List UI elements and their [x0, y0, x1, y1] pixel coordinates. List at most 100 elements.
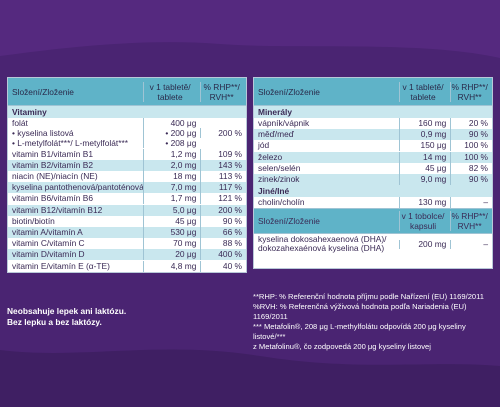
table-row: niacin (NE)/niacín (NE) 18 mg 113 % [8, 171, 246, 183]
table-row: vitamin A/vitamín A 530 μg 66 % [8, 226, 246, 239]
table-row: vitamin B2/vitamín B2 2,0 mg 143 % [8, 159, 246, 171]
nutrient-rhp: 90 % [450, 129, 492, 141]
nutrient-name: cholin/cholín [258, 197, 305, 208]
header-composition: Složení/Zloženie [12, 86, 74, 97]
nutrient-name: • kyselina listová [12, 128, 74, 139]
header-rhp: % RHP**/ RVH** [200, 81, 246, 102]
nutrient-amount: • 200 μg [142, 128, 201, 139]
table-row: měď/meď 0,9 mg 90 % [254, 129, 492, 141]
nutrient-rhp: 117 % [200, 182, 246, 194]
table-header: Složení/Zloženie v 1 tabletě/ tablete % … [254, 78, 492, 106]
table-row: selen/selén 45 μg 82 % [254, 162, 492, 174]
nutrient-rhp: 200 % [200, 128, 246, 139]
nutrient-rhp: 121 % [200, 193, 246, 205]
nutrient-rhp: 100 % [450, 151, 492, 163]
section-vitamins: Vitaminy [8, 106, 246, 118]
nutrient-name: jód [258, 140, 270, 151]
table-row: biotin/biotín 45 μg 90 % [8, 215, 246, 227]
nutrient-name: selen/selén [258, 162, 301, 173]
table-row: vitamin B6/vitamín B6 1,7 mg 121 % [8, 193, 246, 205]
nutrient-amount: 0,9 mg [398, 129, 451, 141]
nutrient-name: biotin/biotín [12, 215, 55, 226]
nutrient-name: zinek/zinok [258, 174, 300, 185]
nutrient-name: vápník/vápnik [258, 118, 310, 129]
nutrient-amount: 4,8 mg [142, 260, 201, 272]
table-row: vitamin B1/vitamín B1 1,2 mg 109 % [8, 148, 246, 160]
nutrient-name: vitamin B2/vitamín B2 [12, 159, 93, 170]
nutrient-name: železo [258, 151, 283, 162]
nutrient-amount: 200 mg [398, 239, 451, 250]
nutrient-rhp: 200 % [200, 204, 246, 216]
nutrient-amount: 14 mg [398, 151, 451, 163]
nutrient-name: vitamin D/vitamín D [12, 249, 85, 260]
table-row: vitamin D/vitamín D 20 μg 400 % [8, 249, 246, 261]
nutrient-rhp: 88 % [200, 238, 246, 250]
nutrient-amount: 160 mg [398, 118, 451, 130]
nutrient-amount: 18 mg [142, 171, 201, 183]
nutrient-name: vitamin B6/vitamín B6 [12, 193, 93, 204]
nutrient-rhp: 90 % [200, 215, 246, 227]
nutrient-rhp: 82 % [450, 162, 492, 174]
nutrient-amount: 20 μg [142, 249, 201, 261]
table-row: vitamin E/vitamín E (α-TE) 4,8 mg 40 % [8, 260, 246, 272]
table-row: vápník/vápnik 160 mg 20 % [254, 118, 492, 130]
nutrient-rhp: 40 % [200, 260, 246, 272]
nutrient-name: niacin (NE)/niacín (NE) [12, 171, 98, 182]
header-rhp: % RHP**/ RVH** [450, 81, 492, 102]
table-row: vitamin B12/vitamín B12 5,0 μg 200 % [8, 204, 246, 216]
mineral-rows: vápník/vápnik 160 mg 20 % měď/meď 0,9 mg 90 %… [254, 118, 492, 186]
nutrient-amount: 1,2 mg [142, 148, 201, 160]
nutrient-rhp: 109 % [200, 148, 246, 160]
nutrient-name: vitamin E/vitamín E (α-TE) [12, 260, 110, 271]
nutrient-name: folát [12, 118, 28, 129]
section-other: Jiné/Iné [254, 185, 492, 198]
nutrient-amount: • 208 μg [142, 138, 201, 149]
nutrient-amount: 45 μg [142, 215, 201, 227]
nutrient-rhp: 20 % [450, 118, 492, 130]
nutrient-name: • L-metylfolát***/ L-metylfolát*** [12, 138, 129, 149]
table-row: jód 150 μg 100 % [254, 140, 492, 152]
nutrient-amount: 9,0 mg [398, 174, 451, 186]
table-row: • L-metylfolát***/ L-metylfolát*** • 208 … [8, 138, 246, 149]
table-row: • kyselina listová • 200 μg 200 % [8, 128, 246, 139]
table-row: vitamin C/vitamín C 70 mg 88 % [8, 238, 246, 250]
nutrient-name: kyselina pantothenová/pantoténová [12, 182, 143, 193]
nutrient-amount: 1,7 mg [142, 193, 201, 205]
nutrient-amount: 70 mg [142, 238, 201, 250]
nutrient-amount: 5,0 μg [142, 204, 201, 216]
nutrient-name: vitamin C/vitamín C [12, 238, 85, 249]
nutrient-rhp: 66 % [200, 226, 246, 238]
table-row: cholin/cholín 130 mg – [254, 197, 492, 209]
section-minerals: Minerály [254, 106, 492, 118]
header-per-tablet: v 1 tabletě/ tablete [142, 81, 201, 102]
nutrient-rhp: 400 % [200, 249, 246, 261]
table-header: Složení/Zloženie v 1 tabletě/ tablete % … [8, 78, 246, 106]
header-per-tablet: v 1 tabletě/ tablete [398, 81, 451, 102]
table-row: železo 14 mg 100 % [254, 151, 492, 163]
header-per-capsule: v 1 tobolce/ kapsuli [398, 211, 451, 232]
nutrient-rhp: 90 % [450, 174, 492, 186]
header-composition: Složení/Zloženie [258, 86, 320, 97]
nutrient-amount: 130 mg [398, 197, 451, 209]
header-composition: Složení/Zloženie [258, 216, 320, 227]
allergen-note: Neobsahuje lepek ani laktózu. Bez lepku … [7, 306, 127, 327]
capsule-table-header: Složení/Zloženie v 1 tobolce/ kapsuli % … [254, 208, 492, 235]
nutrient-amount: 150 μg [398, 140, 451, 152]
nutrient-rhp: 100 % [450, 140, 492, 152]
table-row: kyselina pantothenová/pantoténová 7,0 mg 1… [8, 182, 246, 194]
nutrient-amount: 2,0 mg [142, 159, 201, 171]
table-row: zinek/zinok 9,0 mg 90 % [254, 173, 492, 186]
vitamin-rows: folát 400 μg • kyselina listová • 200 μg 200… [8, 118, 246, 272]
nutrient-amount: 7,0 mg [142, 182, 201, 194]
vitamins-table: Složení/Zloženie v 1 tabletě/ tablete % … [7, 77, 247, 273]
nutrient-name: kyselina dokosahexaenová (DHA)/ dokozahe… [258, 234, 387, 254]
nutrient-name: vitamin B1/vitamín B1 [12, 148, 93, 159]
nutrient-rhp: 143 % [200, 159, 246, 171]
nutrient-rhp: – [450, 239, 492, 250]
header-rhp: % RHP**/ RVH** [450, 211, 492, 232]
nutrient-amount: 45 μg [398, 162, 451, 174]
nutrient-name: měď/meď [258, 129, 294, 140]
nutrient-amount: 400 μg [142, 118, 201, 129]
minerals-table: Složení/Zloženie v 1 tabletě/ tablete % … [253, 77, 493, 270]
table-row: kyselina dokosahexaenová (DHA)/ dokozahe… [254, 234, 492, 254]
